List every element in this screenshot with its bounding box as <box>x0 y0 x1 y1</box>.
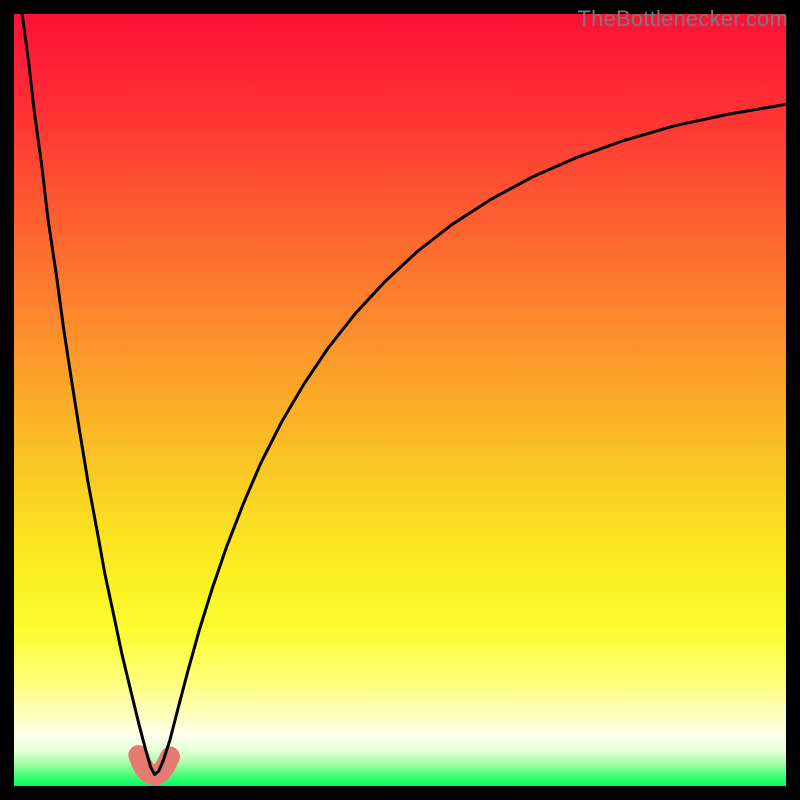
bottleneck-curve-chart <box>0 0 800 800</box>
watermark-text: TheBottlenecker.com <box>578 6 788 32</box>
plot-area <box>14 14 786 786</box>
chart-canvas: TheBottlenecker.com <box>0 0 800 800</box>
